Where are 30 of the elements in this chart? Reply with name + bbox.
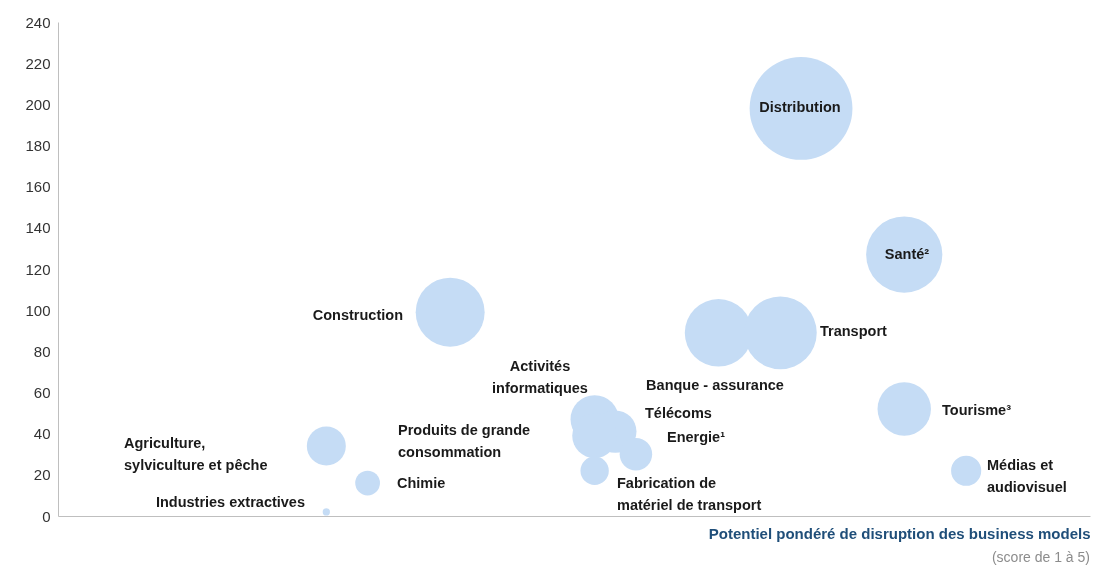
annotation: Santé² [884,246,930,262]
annotation: Produits de grande consommation [398,422,531,460]
annotation: Transport [820,323,888,339]
y-tick-label: 240 [25,13,51,31]
y-tick-label: 0 [42,507,51,525]
annotation: Industries extractives [155,494,305,510]
annotation: Médias et audiovisuel [987,457,1067,495]
y-tick-label: 60 [33,384,51,401]
y-tick-label: 180 [25,137,51,154]
y-tick-label: 100 [25,301,51,319]
annotation: Agriculture, sylviculture et pêche [124,435,268,473]
y-tick-label: 20 [33,466,51,484]
text: (score de 1 à 5) [991,549,1090,565]
annotation: Banque - assurance [646,377,784,393]
annotation: Chimie [397,475,446,491]
y-tick-label: 40 [33,425,51,443]
y-tick-label: 80 [33,342,51,360]
y-tick-label: 140 [25,219,51,237]
y-tick-label: 220 [25,54,51,72]
y-tick-label: 160 [25,178,51,196]
annotation: Energie¹ [667,429,726,445]
annotation: Activités informatiques [492,358,588,396]
annotation: Télécoms [645,405,712,421]
y-tick-label: 120 [25,260,51,278]
annotation: Tourisme³ [942,402,1012,418]
annotation: Construction [312,307,403,323]
annotation: Distribution [759,99,841,115]
annotation: Fabrication de matériel de transport [617,475,762,513]
x-axis-title: Potentiel pondéré de disruption des business models [708,524,1091,542]
y-tick-label: 200 [25,95,51,113]
